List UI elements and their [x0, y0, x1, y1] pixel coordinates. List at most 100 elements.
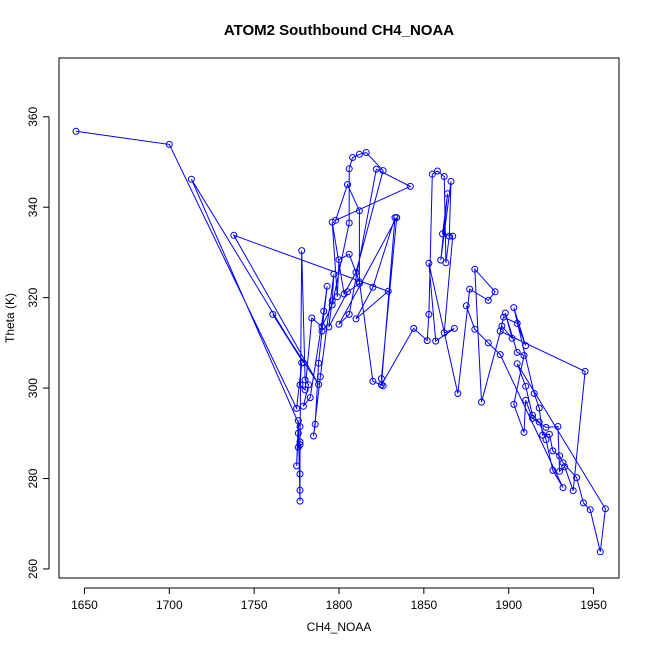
- data-point: [561, 463, 569, 471]
- data-point: [478, 398, 485, 406]
- data-point: [579, 499, 587, 507]
- data-point: [535, 404, 543, 412]
- x-tick-label: 1950: [580, 598, 607, 612]
- data-point: [308, 314, 316, 322]
- data-point: [328, 297, 336, 305]
- data-point: [596, 548, 604, 556]
- y-tick-label: 340: [26, 197, 40, 217]
- data-point: [444, 190, 452, 198]
- data-point: [522, 342, 530, 350]
- data-point: [332, 216, 340, 224]
- data-point: [355, 150, 363, 158]
- data-point: [344, 181, 351, 189]
- data-point: [522, 382, 530, 390]
- data-point: [535, 418, 543, 426]
- x-tick-label: 1800: [326, 598, 353, 612]
- data-point: [345, 250, 353, 258]
- data-point: [187, 175, 195, 183]
- data-point: [549, 466, 557, 474]
- data-point: [520, 352, 528, 359]
- x-axis-label: CH4_NOAA: [307, 620, 372, 634]
- data-point: [498, 322, 506, 330]
- data-point: [510, 400, 518, 408]
- data-point: [315, 359, 323, 367]
- data-point: [425, 259, 433, 267]
- y-tick-label: 300: [26, 378, 40, 398]
- data-point: [369, 283, 377, 291]
- data-point: [569, 487, 577, 495]
- data-point: [384, 287, 392, 295]
- data-point: [539, 431, 547, 439]
- data-point: [355, 280, 363, 288]
- data-point: [496, 327, 504, 335]
- chart-title: ATOM2 Southbound CH4_NOAA: [224, 22, 454, 39]
- data-point: [439, 230, 446, 238]
- data-point: [406, 182, 414, 190]
- data-point: [428, 170, 436, 178]
- y-tick-label: 320: [26, 287, 40, 307]
- data-point: [296, 486, 304, 494]
- data-point: [559, 484, 567, 492]
- data-point: [581, 367, 589, 375]
- plot-border: [58, 57, 620, 579]
- data-point: [355, 207, 363, 215]
- data-point: [542, 436, 550, 444]
- data-point: [556, 452, 564, 460]
- data-point: [501, 309, 509, 317]
- data-point: [530, 390, 538, 397]
- series-line: [75, 130, 606, 552]
- data-point: [440, 329, 448, 337]
- data-point: [410, 324, 418, 332]
- data-point: [433, 167, 441, 175]
- data-point: [296, 497, 304, 505]
- data-point: [391, 214, 399, 222]
- data-point: [556, 467, 564, 475]
- data-point: [230, 231, 238, 239]
- data-point: [328, 218, 336, 226]
- data-point: [586, 506, 594, 514]
- data-point: [293, 462, 301, 470]
- x-tick-label: 1750: [241, 598, 268, 612]
- x-axis: 1650 1700 1750 1800 1850 1900 1950: [71, 587, 607, 612]
- data-point: [296, 438, 304, 446]
- y-axis: 260 280 300 320 340 360: [26, 106, 50, 579]
- data-point: [301, 376, 309, 384]
- data-point: [320, 307, 328, 315]
- data-point: [450, 324, 458, 332]
- data-point: [315, 381, 323, 388]
- data-point: [335, 320, 343, 328]
- data-point: [328, 301, 336, 309]
- data-point: [513, 319, 521, 327]
- data-point: [352, 315, 360, 323]
- data-point: [294, 429, 302, 437]
- y-tick-label: 360: [26, 106, 40, 126]
- data-point: [513, 348, 521, 356]
- data-point: [362, 149, 370, 156]
- data-point: [305, 381, 312, 389]
- data-point: [559, 459, 567, 467]
- data-point: [335, 256, 343, 264]
- x-tick-label: 1650: [71, 598, 98, 612]
- data-point: [496, 351, 504, 359]
- data-point: [520, 428, 528, 436]
- data-point: [345, 165, 353, 173]
- data-point: [491, 288, 499, 296]
- data-point: [462, 302, 470, 310]
- plot-area: [72, 127, 609, 556]
- data-point: [432, 337, 440, 345]
- data-point: [72, 127, 80, 135]
- data-point: [510, 304, 518, 312]
- data-point: [349, 154, 357, 161]
- x-tick-label: 1900: [495, 598, 522, 612]
- data-point: [293, 404, 301, 412]
- data-point: [471, 325, 479, 333]
- data-point: [165, 140, 173, 148]
- data-point: [316, 373, 324, 381]
- data-point: [508, 334, 516, 342]
- data-point: [542, 423, 550, 431]
- data-point: [449, 232, 457, 240]
- data-point: [529, 411, 536, 419]
- data-point: [372, 165, 380, 173]
- data-point: [573, 474, 581, 482]
- data-point: [330, 270, 338, 278]
